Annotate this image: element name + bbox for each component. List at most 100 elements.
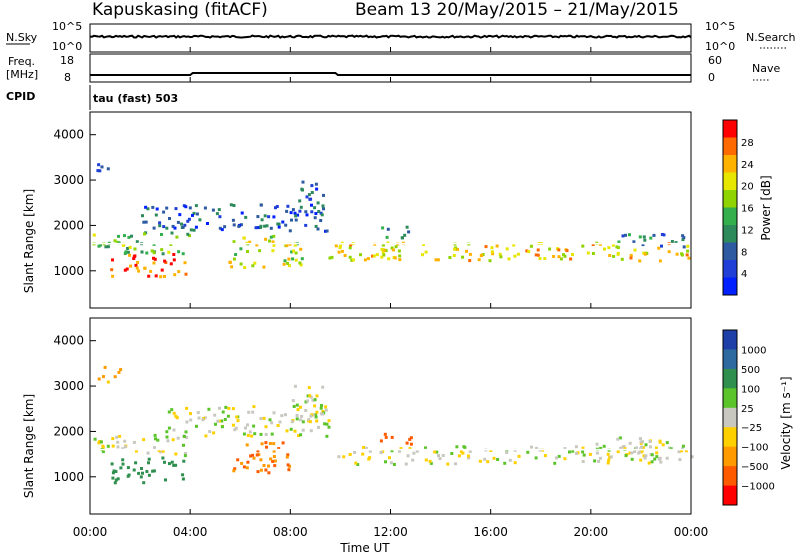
velocity-cell — [639, 458, 643, 462]
velocity-cell — [454, 462, 458, 466]
velocity-cell — [390, 435, 394, 439]
cpid-label: CPID — [6, 90, 35, 103]
velocity-cell — [121, 447, 125, 451]
velocity-cell — [161, 456, 165, 460]
velocity-cell — [291, 399, 295, 403]
power-cell — [160, 233, 163, 236]
velocity-cell — [183, 454, 187, 458]
velocity-cell — [630, 451, 634, 455]
velocity-cell — [390, 449, 394, 453]
power-cell — [223, 225, 227, 229]
velocity-cell — [297, 434, 300, 438]
velocity-cell — [489, 449, 493, 452]
power-cell — [480, 253, 484, 257]
power-cell — [92, 233, 96, 237]
power-cell — [667, 250, 671, 254]
power-cell — [277, 225, 281, 229]
velocity-cell — [362, 446, 365, 449]
velocity-cell — [457, 454, 461, 458]
velocity-cell — [262, 464, 266, 467]
power-cell — [507, 257, 511, 261]
velocity-cell — [649, 445, 652, 449]
velocity-cell — [195, 424, 198, 428]
power-cell — [310, 210, 314, 214]
power-cell — [686, 249, 690, 253]
noise-right-tick-bottom: 10^0 — [705, 40, 735, 53]
velocity-cell — [392, 463, 396, 466]
velocity-cell — [323, 422, 327, 426]
velocity-cell — [167, 426, 171, 430]
velocity-cell — [296, 408, 300, 412]
power-cell — [624, 233, 627, 237]
power-colorbar-swatch — [723, 137, 737, 156]
x-tick-label: 00:00 — [674, 525, 709, 539]
velocity-cell — [171, 438, 175, 442]
power-cell — [291, 208, 295, 212]
velocity-cell — [478, 459, 482, 463]
velocity-colorbar-tick-label: −100 — [741, 443, 768, 454]
velocity-cell — [543, 454, 547, 458]
velocity-cell — [295, 417, 299, 421]
velocity-cell — [157, 449, 161, 453]
velocity-cell — [554, 456, 558, 460]
power-cell — [133, 254, 137, 258]
power-cell — [652, 233, 656, 237]
noise-left-label: N.Sky — [6, 31, 38, 44]
power-cell — [372, 254, 376, 258]
velocity-cell — [668, 446, 672, 450]
velocity-colorbar-tick-label: 500 — [741, 365, 760, 376]
power-cell — [658, 259, 662, 263]
power-cell — [468, 252, 472, 256]
velocity-cell — [654, 446, 658, 450]
velocity-cell — [557, 454, 561, 458]
power-cell — [232, 223, 236, 227]
velocity-cell — [384, 435, 388, 439]
power-cell — [113, 239, 117, 243]
power-cell — [300, 187, 304, 191]
power-cell — [129, 264, 133, 268]
x-tick-label: 00:00 — [73, 525, 108, 539]
velocity-cell — [252, 405, 256, 409]
power-cell — [633, 248, 637, 252]
power-cell — [381, 243, 385, 247]
power-cell — [248, 240, 252, 244]
power-cell — [152, 226, 156, 230]
power-cell — [477, 258, 481, 262]
velocity-colorbar-tick-label: −1000 — [741, 482, 775, 493]
power-cell — [621, 234, 625, 238]
velocity-cell — [320, 404, 323, 407]
velocity-cell — [295, 414, 299, 417]
power-cell — [111, 258, 114, 262]
velocity-cell — [165, 435, 169, 439]
freq-left-label-1: Freq. — [8, 55, 35, 68]
power-cell — [293, 243, 297, 247]
velocity-cell — [618, 436, 622, 440]
velocity-cell — [99, 440, 103, 444]
power-cell — [552, 255, 556, 258]
power-cell — [638, 259, 642, 263]
power-cell — [258, 249, 262, 253]
velocity-cell — [513, 461, 517, 465]
power-colorbar-swatch — [723, 242, 737, 261]
velocity-cell — [163, 460, 166, 464]
velocity-cell — [116, 477, 120, 481]
power-cell — [298, 209, 302, 213]
power-cell — [281, 220, 285, 224]
velocity-cell — [272, 411, 276, 415]
power-cell — [468, 259, 472, 263]
velocity-colorbar-swatch — [723, 466, 737, 486]
nave-label: Nave — [752, 62, 780, 75]
power-colorbar-swatch — [723, 120, 737, 138]
power-cell — [195, 212, 199, 216]
velocity-colorbar-label: Velocity [m s⁻¹] — [779, 376, 793, 469]
velocity-y-axis-label: Slant Range [km] — [22, 394, 36, 498]
power-cell — [152, 242, 156, 246]
velocity-cell — [503, 461, 507, 465]
velocity-cell — [119, 466, 123, 470]
velocity-cell — [622, 445, 626, 449]
velocity-cell — [111, 437, 115, 441]
velocity-cell — [264, 425, 268, 429]
power-cell — [348, 255, 352, 259]
power-cell — [259, 224, 263, 228]
power-cell — [132, 257, 136, 260]
